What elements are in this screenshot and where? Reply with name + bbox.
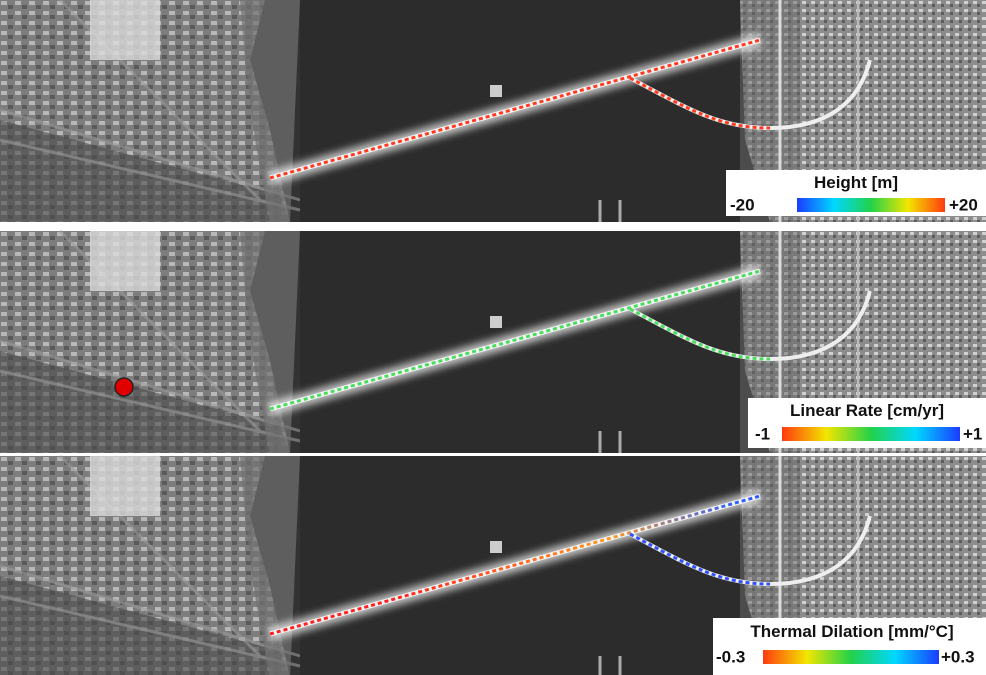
colorbar <box>782 427 960 441</box>
figure: Height [m] -20 +20 Linear Rate [cm/yr] -… <box>0 0 986 675</box>
legend-title: Thermal Dilation [mm/°C] <box>750 622 953 641</box>
legend-max: +0.3 <box>941 647 975 666</box>
legend-min: -1 <box>755 424 770 443</box>
legend-max: +1 <box>963 424 982 443</box>
colorbar <box>763 650 939 664</box>
legend-max: +20 <box>949 195 978 214</box>
colorbar <box>797 198 945 212</box>
legend-title: Height [m] <box>814 173 898 192</box>
panel-linear-rate: Linear Rate [cm/yr] -1 +1 <box>0 231 986 453</box>
legend-title: Linear Rate [cm/yr] <box>790 401 944 420</box>
panel-thermal-dilation: Thermal Dilation [mm/°C] -0.3 +0.3 <box>0 456 986 675</box>
reference-point <box>115 378 133 396</box>
legend-min: -20 <box>730 195 755 214</box>
panel-height: Height [m] -20 +20 <box>0 0 986 222</box>
legend-min: -0.3 <box>716 647 745 666</box>
